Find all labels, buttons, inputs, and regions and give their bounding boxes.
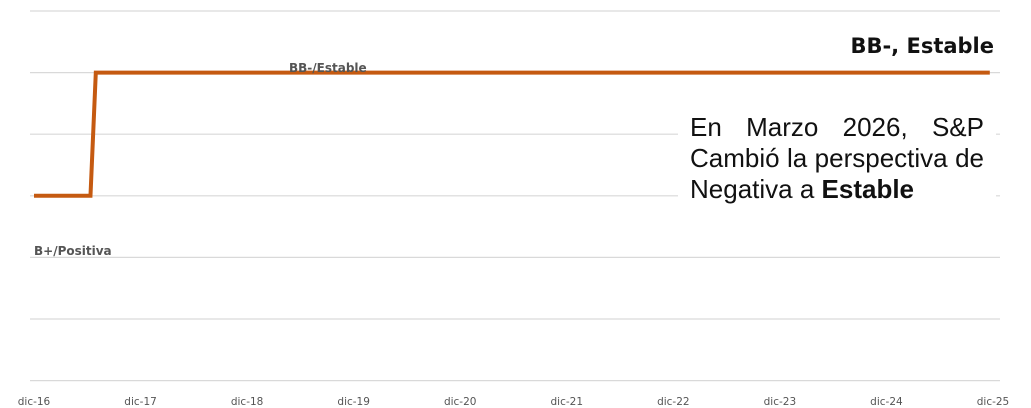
x-tick-label: dic-16 [18,396,51,408]
x-tick-label: dic-23 [764,396,797,408]
series-group [34,70,990,198]
x-tick-label: dic-17 [124,396,157,408]
note-text: En Marzo 2026, S&P Cambió la perspectiva… [690,112,984,204]
label-bb-minus-estable: BB-/Estable [289,61,367,75]
x-axis-ticks: dic-16 dic-17 dic-18 dic-19 dic-20 dic-21 dic-… [18,396,1010,408]
label-b-plus-positiva: B+/Positiva [34,244,112,258]
x-tick-label: dic-21 [551,396,584,408]
x-tick-label: dic-18 [231,396,264,408]
x-tick-label: dic-25 [977,396,1010,408]
note-bold-text: Estable [821,174,915,204]
rating-change-note: En Marzo 2026, S&P Cambió la perspectiva… [678,104,996,211]
x-tick-label: dic-22 [657,396,690,408]
x-tick-label: dic-19 [337,396,370,408]
rating-series-line [34,70,990,198]
x-tick-label: dic-24 [870,396,903,408]
current-rating-label: BB-, Estable [850,34,994,58]
x-tick-label: dic-20 [444,396,477,408]
